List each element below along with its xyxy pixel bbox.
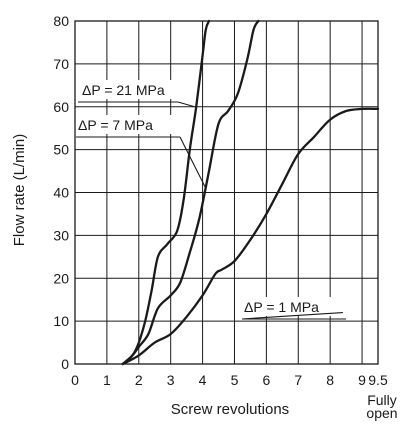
fully-open-label: open [366, 405, 397, 421]
y-tick-label: 80 [53, 13, 69, 29]
annotation-background [242, 297, 342, 316]
x-tick-label: 0 [71, 372, 79, 388]
y-tick-label: 30 [53, 227, 69, 243]
annotation-label: ΔP = 1 MPa [244, 299, 319, 315]
y-tick-label: 40 [53, 185, 69, 201]
series-lines [121, 19, 380, 366]
x-axis-title: Screw revolutions [171, 401, 289, 418]
x-tick-label: 9.5 [368, 372, 388, 388]
series-line-1 [121, 19, 211, 366]
y-tick-label: 60 [53, 99, 69, 115]
annotation-leader [179, 136, 207, 189]
series-line-3 [121, 107, 380, 366]
y-tick-label: 50 [53, 142, 69, 158]
annotations: ΔP = 21 MPa ΔP = 7 MPa ΔP = 1 MPa [76, 80, 346, 320]
series-line-2 [121, 19, 260, 366]
annotation-leader [177, 101, 195, 108]
annotation-background [80, 80, 180, 99]
x-tick-label: 8 [326, 372, 334, 388]
fully-open-label: Fully [367, 392, 397, 408]
x-tick-label: 7 [294, 372, 302, 388]
grid [74, 20, 379, 365]
y-axis-title: Flow rate (L/min) [11, 134, 28, 247]
y-tick-label: 10 [53, 313, 69, 329]
x-tick-label: 2 [135, 372, 143, 388]
x-tick-label: 4 [199, 372, 207, 388]
annotation-label: ΔP = 7 MPa [78, 117, 153, 133]
x-tick-label: 6 [262, 372, 270, 388]
annotation-leader [241, 312, 343, 320]
x-tick-label: 9 [358, 372, 366, 388]
x-tick-label: 1 [103, 372, 111, 388]
y-tick-label: 70 [53, 56, 69, 72]
annotation-label: ΔP = 21 MPa [82, 82, 165, 98]
x-tick-label: 5 [231, 372, 239, 388]
x-tick-label: 3 [167, 372, 175, 388]
y-tick-label: 20 [53, 270, 69, 286]
y-tick-label: 0 [61, 356, 69, 372]
annotation-background [76, 115, 176, 134]
